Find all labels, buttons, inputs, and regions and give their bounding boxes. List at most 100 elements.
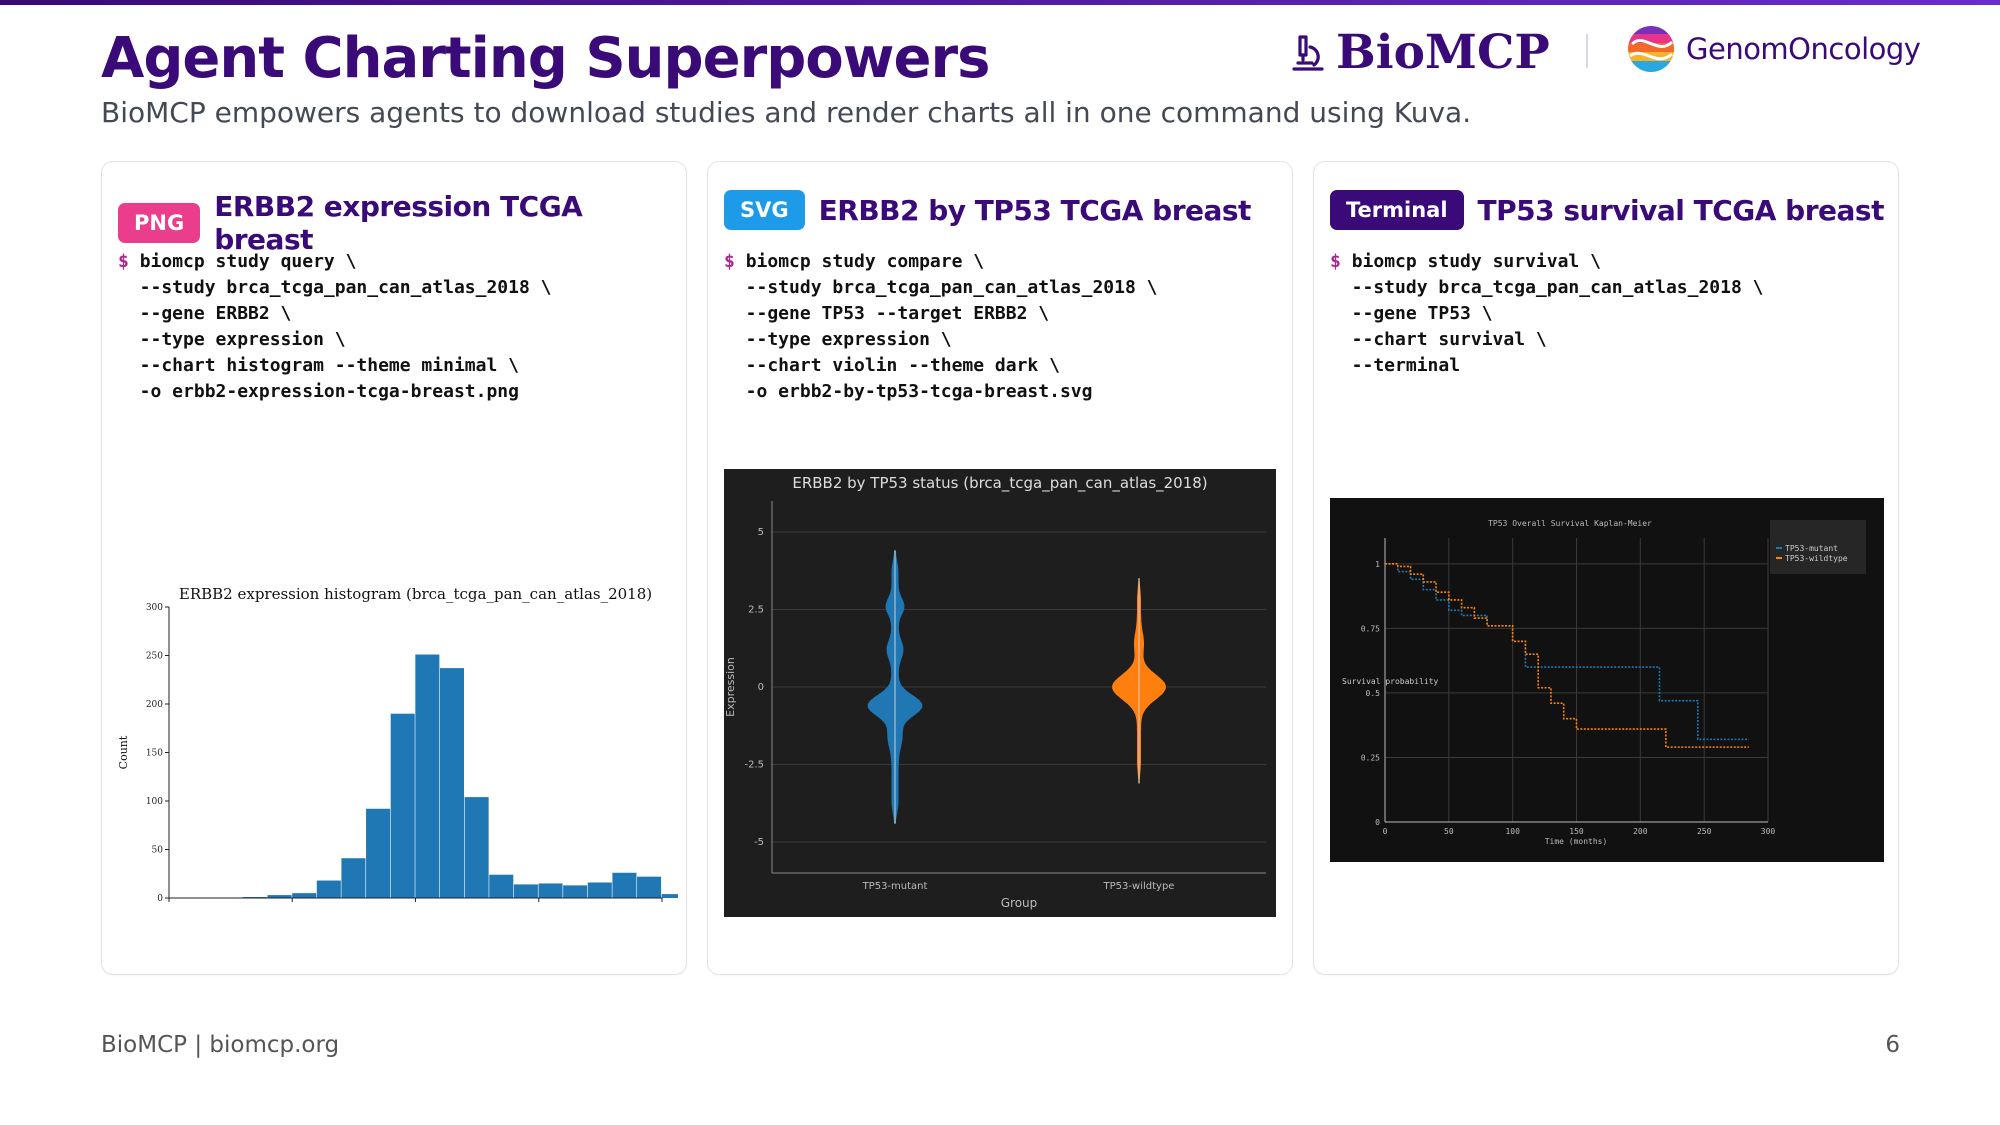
x-tick-label: 50	[1444, 827, 1454, 836]
page-title: Agent Charting Superpowers	[101, 26, 990, 91]
histogram-bar	[292, 893, 317, 898]
histogram-bar	[661, 894, 686, 898]
histogram-bar	[612, 872, 637, 898]
y-axis-label: Survival probability	[1342, 677, 1439, 686]
logo-divider	[1586, 34, 1588, 68]
y-tick-label: 0.25	[1361, 753, 1380, 762]
code-line: --terminal	[1330, 355, 1461, 376]
card-title: ERBB2 by TP53 TCGA breast	[818, 193, 1252, 227]
page-number: 6	[1885, 1032, 1900, 1058]
y-tick-label: 250	[146, 652, 163, 662]
histogram-bar	[637, 876, 662, 898]
code-line: --gene ERBB2 \	[118, 303, 292, 324]
code-line: --type expression \	[118, 329, 346, 350]
x-tick-label: 250	[1697, 827, 1712, 836]
y-tick-label: 0	[1375, 818, 1380, 827]
histogram-bar	[267, 895, 292, 898]
footer-text: BioMCP | biomcp.org	[101, 1032, 340, 1058]
code-line: --study brca_tcga_pan_can_atlas_2018 \	[724, 277, 1158, 298]
biomcp-logo: BioMCP	[1290, 25, 1550, 80]
chart-title: ERBB2 by TP53 status (brca_tcga_pan_can_…	[792, 474, 1207, 493]
genomoncology-globe-icon	[1628, 26, 1674, 72]
code-line: -o erbb2-by-tp53-tcga-breast.svg	[724, 381, 1093, 402]
card-png: PNG ERBB2 expression TCGA breast $ biomc…	[101, 161, 687, 975]
y-tick-label: 200	[146, 700, 163, 710]
histogram-bar	[366, 808, 391, 898]
y-tick-label: 2.5	[748, 605, 764, 616]
genomoncology-logo-text: GenomOncology	[1686, 32, 1921, 66]
y-tick-label: 50	[152, 846, 164, 856]
y-tick-label: 0	[157, 894, 163, 902]
legend-label: TP53-mutant	[1785, 544, 1838, 553]
badge-terminal: Terminal	[1330, 190, 1464, 230]
y-tick-label: 100	[146, 797, 163, 807]
y-tick-label: 300	[146, 603, 163, 613]
chart-title: TP53 Overall Survival Kaplan-Meier	[1488, 519, 1652, 528]
code-line: -o erbb2-expression-tcga-breast.png	[118, 381, 519, 402]
code-line: --chart histogram --theme minimal \	[118, 355, 519, 376]
histogram-bar	[587, 882, 612, 898]
violin-chart: ERBB2 by TP53 status (brca_tcga_pan_can_…	[724, 469, 1276, 917]
code-line: --chart violin --theme dark \	[724, 355, 1060, 376]
survival-curve	[1385, 563, 1749, 741]
histogram-bar	[316, 880, 341, 898]
code-line: --study brca_tcga_pan_can_atlas_2018 \	[118, 277, 552, 298]
x-tick-label: TP53-mutant	[862, 881, 928, 892]
x-axis-label: Time (months)	[1545, 837, 1608, 846]
y-tick-label: 0	[758, 682, 764, 693]
code-line: $ biomcp study query \	[118, 251, 357, 272]
histogram-bar	[538, 883, 563, 898]
command-block: $ biomcp study compare \ --study brca_tc…	[724, 249, 1157, 405]
y-tick-label: 1	[1375, 560, 1380, 569]
histogram-bar	[563, 885, 588, 898]
x-tick-label: 100	[1505, 827, 1520, 836]
biomcp-logo-text: BioMCP	[1336, 25, 1550, 80]
y-tick-label: -5	[754, 837, 764, 848]
x-tick-label: 150	[1569, 827, 1584, 836]
top-accent-bar	[0, 0, 2000, 5]
chart-background	[724, 469, 1276, 917]
y-tick-label: 0.75	[1361, 624, 1380, 633]
code-line: --study brca_tcga_pan_can_atlas_2018 \	[1330, 277, 1764, 298]
y-tick-label: 150	[146, 749, 163, 759]
card-title: ERBB2 expression TCGA breast	[214, 190, 583, 256]
genomoncology-logo: GenomOncology	[1626, 24, 1921, 74]
x-tick-label: 300	[1761, 827, 1776, 836]
y-tick-label: -2.5	[744, 760, 764, 771]
x-tick-label: 0	[1383, 827, 1388, 836]
legend-box	[1770, 520, 1866, 574]
code-line: $ biomcp study survival \	[1330, 251, 1601, 272]
code-line: $ biomcp study compare \	[724, 251, 985, 272]
code-line: --gene TP53 \	[1330, 303, 1493, 324]
histogram-chart: ERBB2 expression histogram (brca_tcga_pa…	[117, 585, 686, 933]
chart-title: ERBB2 expression histogram (brca_tcga_pa…	[179, 585, 652, 603]
y-axis-label: Count	[117, 735, 130, 769]
microscope-icon	[1292, 34, 1324, 71]
histogram-bar	[341, 858, 366, 898]
y-axis-label: Expression	[724, 657, 737, 717]
x-tick-label: 200	[1633, 827, 1648, 836]
y-tick-label: 5	[758, 527, 764, 538]
card-svg: SVG ERBB2 by TP53 TCGA breast $ biomcp s…	[707, 161, 1293, 975]
histogram-bar	[464, 797, 489, 898]
histogram-bar	[439, 668, 465, 898]
code-line: --chart survival \	[1330, 329, 1547, 350]
card-terminal: Terminal TP53 survival TCGA breast $ bio…	[1313, 161, 1899, 975]
histogram-bar	[513, 884, 538, 898]
histogram-bar	[390, 713, 415, 898]
page-subtitle: BioMCP empowers agents to download studi…	[101, 96, 1472, 129]
histogram-bar	[489, 874, 514, 898]
x-axis-label: Group	[1001, 896, 1038, 910]
card-title: TP53 survival TCGA breast	[1477, 193, 1885, 227]
x-tick-label: TP53-wildtype	[1103, 881, 1175, 892]
command-block: $ biomcp study query \ --study brca_tcga…	[118, 249, 551, 405]
code-line: --type expression \	[724, 329, 952, 350]
badge-png: PNG	[118, 203, 201, 243]
badge-svg: SVG	[724, 190, 805, 230]
histogram-bar	[415, 654, 440, 898]
command-block: $ biomcp study survival \ --study brca_t…	[1330, 249, 1763, 379]
code-line: --gene TP53 --target ERBB2 \	[724, 303, 1050, 324]
legend-label: TP53-wildtype	[1785, 554, 1848, 563]
